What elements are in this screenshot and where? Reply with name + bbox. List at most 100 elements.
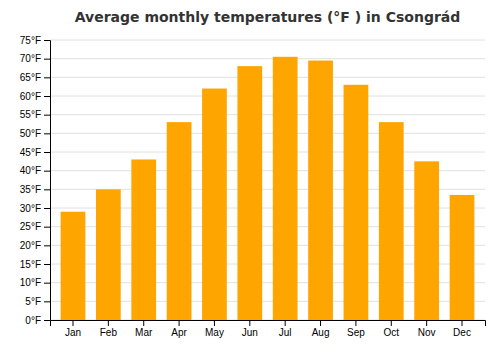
tick-label: 15°F: [20, 259, 41, 270]
tick-label: 20°F: [20, 240, 41, 251]
tick-mark: [44, 264, 50, 265]
tick: 75°F: [20, 35, 50, 46]
bar: [379, 122, 404, 320]
tick-label: Jun: [242, 327, 258, 338]
tick-label: 50°F: [20, 128, 41, 139]
tick-mark: [44, 59, 50, 60]
tick: 70°F: [20, 53, 50, 64]
tick-label: Oct: [383, 327, 399, 338]
tick: 20°F: [20, 240, 50, 251]
tick-mark: [44, 40, 50, 41]
tick: 50°F: [20, 128, 50, 139]
grid: [50, 40, 485, 320]
bar: [273, 57, 298, 320]
tick-mark: [44, 115, 50, 116]
tick-label: 0°F: [25, 315, 41, 326]
tick-label: 55°F: [20, 109, 41, 120]
tick-mark: [44, 301, 50, 302]
axis-line: [51, 321, 486, 327]
grid-line: [50, 58, 485, 59]
x-axis: JanFebMarAprMayJunJulAugSepOctNovDec: [51, 320, 486, 338]
tick-label: Mar: [135, 327, 153, 338]
tick: Oct: [383, 320, 399, 338]
tick: Nov: [418, 320, 436, 338]
bar: [450, 195, 475, 320]
bar: [202, 89, 227, 320]
tick: May: [205, 320, 224, 338]
tick-mark: [44, 245, 50, 246]
tick-mark: [44, 227, 50, 228]
tick: 25°F: [20, 221, 50, 232]
grid-line: [50, 133, 485, 134]
tick-label: 60°F: [20, 91, 41, 102]
tick: Aug: [312, 320, 330, 338]
bar: [237, 66, 262, 320]
bar: [344, 85, 369, 320]
bars: [61, 57, 475, 320]
tick-label: Sep: [347, 327, 365, 338]
bar: [308, 61, 333, 320]
tick-mark: [44, 320, 50, 321]
tick: 15°F: [20, 259, 50, 270]
tick-label: 30°F: [20, 203, 41, 214]
tick-mark: [44, 208, 50, 209]
chart: 0°F 5°F 10°F 15°F 20°F 25°F 30°F 35°F 40°F 45°F 50…: [0, 0, 500, 350]
tick-mark: [179, 320, 180, 326]
tick: Mar: [135, 320, 153, 338]
tick: 5°F: [25, 296, 50, 307]
tick-mark: [44, 152, 50, 153]
tick-mark: [44, 283, 50, 284]
tick: Sep: [347, 320, 365, 338]
grid-line: [50, 114, 485, 115]
tick-mark: [44, 171, 50, 172]
tick-label: 5°F: [25, 296, 41, 307]
tick-mark: [426, 320, 427, 326]
tick-label: Aug: [312, 327, 330, 338]
tick: 45°F: [20, 147, 50, 158]
tick: 10°F: [20, 277, 50, 288]
tick-label: 45°F: [20, 147, 41, 158]
tick-label: 10°F: [20, 277, 41, 288]
tick-label: Dec: [453, 327, 471, 338]
tick: Jun: [242, 320, 258, 338]
tick: Feb: [100, 320, 118, 338]
tick-mark: [285, 320, 286, 326]
tick: 55°F: [20, 109, 50, 120]
tick-label: Jan: [65, 327, 81, 338]
tick-label: Apr: [171, 327, 187, 338]
plot: 0°F 5°F 10°F 15°F 20°F 25°F 30°F 35°F 40°F 45°F 50…: [20, 35, 486, 338]
tick-mark: [44, 189, 50, 190]
tick-mark: [214, 320, 215, 326]
tick: 35°F: [20, 184, 50, 195]
tick-mark: [72, 320, 73, 326]
tick-mark: [462, 320, 463, 326]
tick-mark: [391, 320, 392, 326]
tick: Apr: [171, 320, 187, 338]
y-axis: 0°F 5°F 10°F 15°F 20°F 25°F 30°F 35°F 40°F 45°F 50…: [20, 35, 51, 326]
tick-mark: [44, 77, 50, 78]
grid-line: [50, 152, 485, 153]
tick-label: 65°F: [20, 72, 41, 83]
tick-mark: [320, 320, 321, 326]
tick: 0°F: [25, 315, 50, 326]
bar: [96, 189, 121, 320]
axis-line: [44, 41, 51, 321]
tick: Dec: [453, 320, 471, 338]
tick-mark: [355, 320, 356, 326]
tick: 40°F: [20, 165, 50, 176]
tick-label: 35°F: [20, 184, 41, 195]
bar: [131, 159, 156, 320]
tick: Jan: [65, 320, 81, 338]
tick-label: Feb: [100, 327, 118, 338]
tick-mark: [108, 320, 109, 326]
tick-mark: [249, 320, 250, 326]
grid-line: [50, 96, 485, 97]
tick: 60°F: [20, 91, 50, 102]
tick: 30°F: [20, 203, 50, 214]
grid-line: [50, 40, 485, 41]
tick-mark: [44, 133, 50, 134]
tick-label: Nov: [418, 327, 436, 338]
grid-line: [50, 77, 485, 78]
title: Average monthly temperatures (°F ) in Cs…: [75, 9, 461, 25]
bar: [61, 212, 86, 320]
